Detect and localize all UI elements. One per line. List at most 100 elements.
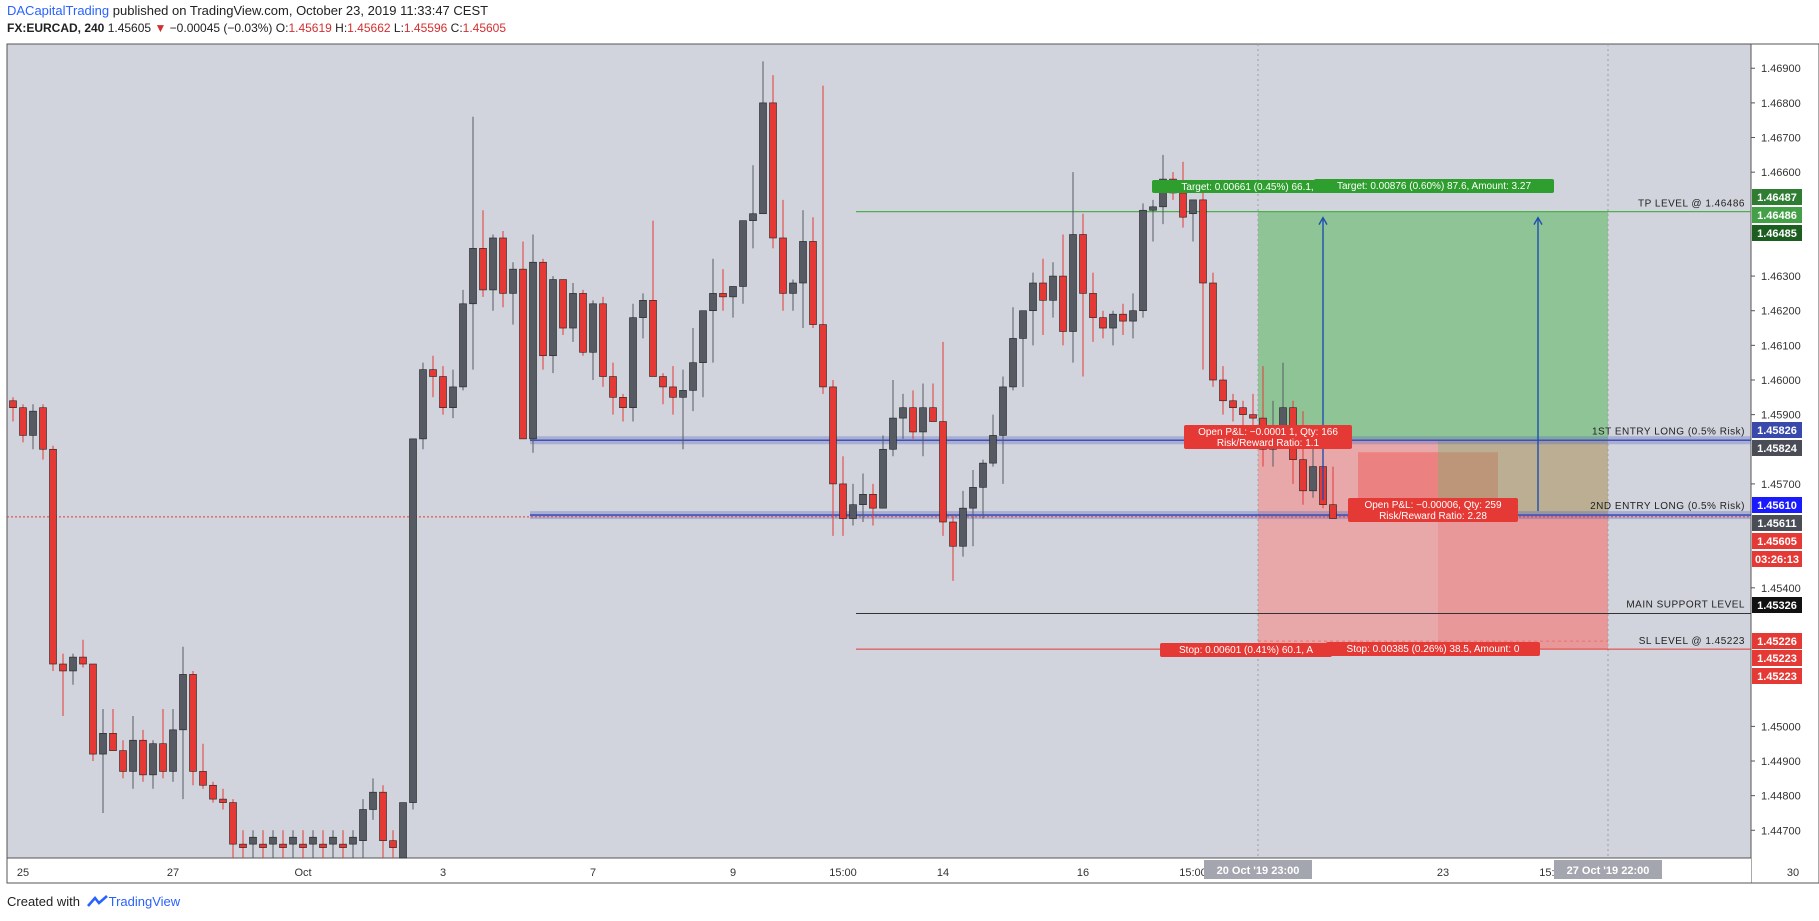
candle	[189, 670, 197, 786]
candles	[9, 61, 1337, 859]
candle	[289, 830, 297, 858]
candle	[709, 258, 717, 363]
candle-body	[769, 102, 777, 239]
price-tag: 1.45223	[1752, 668, 1802, 684]
candle	[859, 473, 867, 523]
price-tick-label: 1.45000	[1761, 721, 1801, 733]
position1-stop-label-text: Stop: 0.00601 (0.41%) 60.1, A	[1179, 645, 1313, 656]
position2-pnl-label-text: Open P&L: −0.00006, Qty: 259	[1364, 500, 1501, 511]
candle-body	[1079, 234, 1087, 294]
candle	[469, 116, 477, 370]
candle	[519, 241, 527, 440]
candle	[169, 709, 177, 782]
sl-level-label: SL LEVEL @ 1.45223	[1639, 636, 1745, 647]
time-highlight-text: 27 Oct '19 22:00	[1567, 865, 1650, 877]
candle-body	[109, 733, 117, 751]
price-tag-text: 1.45226	[1757, 636, 1797, 648]
candle	[1019, 310, 1027, 387]
price-tag: 1.45826	[1752, 422, 1802, 438]
candle	[219, 788, 227, 810]
candle	[419, 362, 427, 450]
position1-stop-label-bg	[1160, 643, 1332, 657]
price-tag-text: 1.45824	[1757, 443, 1798, 455]
candle-body	[499, 237, 507, 294]
price-tag-text: 1.45223	[1757, 653, 1797, 665]
candle	[1119, 303, 1127, 335]
candle	[19, 404, 27, 443]
time-highlight-2: 27 Oct '19 22:00	[1554, 860, 1662, 879]
price-tag: 1.46485	[1752, 225, 1802, 241]
candle-body	[1139, 209, 1147, 312]
time-tick-label: 15:00	[829, 867, 857, 879]
candle	[329, 830, 337, 858]
candle-body	[819, 324, 827, 388]
candle	[609, 362, 617, 415]
candle-body	[839, 483, 847, 519]
candle	[749, 165, 757, 249]
candle-body	[609, 376, 617, 398]
close-value: 1.45605	[462, 21, 507, 35]
price-tag-bg	[1752, 668, 1802, 684]
candle	[899, 393, 907, 439]
candle-body	[999, 386, 1007, 436]
candle-body	[79, 656, 87, 665]
candle	[429, 355, 437, 398]
candle	[979, 459, 987, 519]
candle-body	[939, 421, 947, 523]
position1-target-label: Target: 0.00661 (0.45%) 66.1, A	[1152, 180, 1352, 193]
candle	[159, 709, 167, 779]
candle	[69, 653, 77, 685]
candle	[29, 404, 37, 450]
tradingview-brand[interactable]: TradingView	[108, 894, 181, 909]
candle	[989, 414, 997, 467]
candle-body	[209, 784, 217, 800]
price-tick-label: 1.46800	[1761, 98, 1801, 110]
close-label: C:	[450, 21, 463, 35]
candle-body	[1299, 459, 1307, 492]
candle	[599, 296, 607, 387]
publish-date: published on TradingView.com, October 23…	[112, 3, 489, 18]
candle-body	[969, 487, 977, 509]
candle-body	[459, 303, 467, 388]
time-tick-label: 25	[17, 867, 29, 879]
candle-body	[779, 237, 787, 294]
candle	[739, 220, 747, 304]
candle	[119, 740, 127, 779]
author-link[interactable]: DACapitalTrading	[7, 3, 110, 18]
candle	[549, 276, 557, 374]
candle	[79, 639, 87, 668]
candle	[539, 258, 547, 370]
candle	[89, 663, 97, 762]
candle-body	[439, 376, 447, 409]
candle-body	[89, 663, 97, 755]
time-tick-label: 30	[1787, 867, 1799, 879]
price-tag-text: 1.45826	[1757, 425, 1797, 437]
candle-body	[1219, 379, 1227, 402]
candle	[1069, 172, 1077, 363]
candle-body	[879, 448, 887, 509]
candle	[1219, 366, 1227, 415]
price-tag-bg	[1752, 440, 1802, 456]
candle-body	[1329, 504, 1337, 519]
candle-body	[669, 386, 677, 398]
candle	[1329, 466, 1337, 519]
candle	[359, 799, 367, 858]
time-tick-label: 23	[1437, 867, 1449, 879]
candle	[409, 438, 417, 810]
created-with-text: Created with	[7, 894, 80, 909]
candle	[1199, 189, 1207, 370]
open-value: 1.45619	[288, 21, 332, 35]
candle-body	[629, 317, 637, 409]
price-tick-label: 1.46200	[1761, 306, 1801, 318]
candle-body	[59, 663, 67, 672]
candle-body	[719, 293, 727, 298]
candle	[529, 234, 537, 453]
price-tick-label: 1.44800	[1761, 791, 1801, 803]
candle	[229, 799, 237, 858]
candle-body	[289, 836, 297, 845]
candle	[279, 830, 287, 858]
candle	[149, 740, 157, 789]
position2-stop-label-text: Stop: 0.00385 (0.26%) 38.5, Amount: 0	[1347, 644, 1520, 655]
price-tag: 03:26:13	[1752, 551, 1802, 567]
